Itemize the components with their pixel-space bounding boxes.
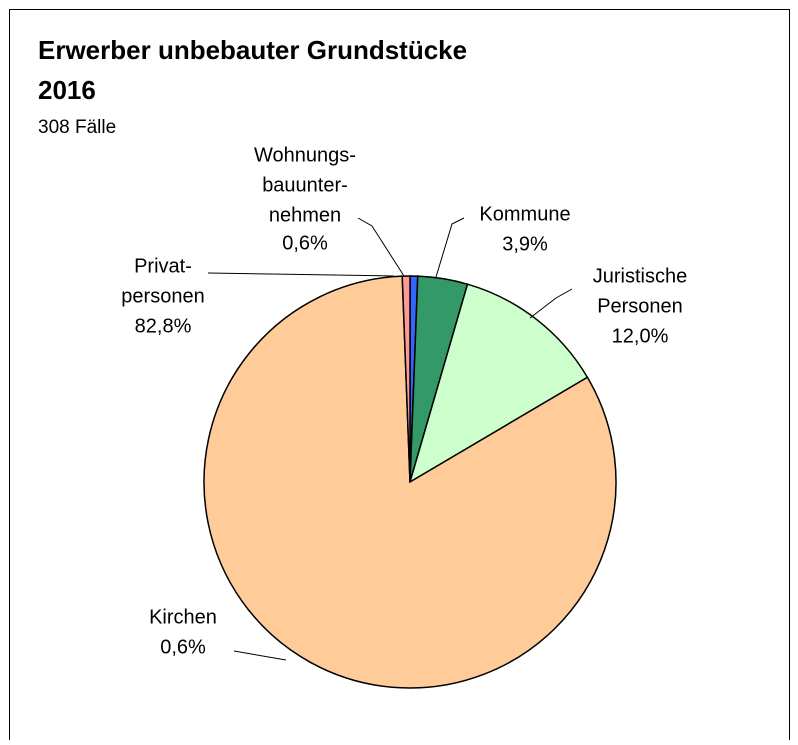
- slice-label: nehmen: [269, 204, 341, 226]
- pie-slice: [401, 275, 411, 483]
- slice-value-label: 12,0%: [612, 325, 669, 347]
- leader-line: [529, 288, 573, 319]
- slice-label: Kommune: [479, 203, 570, 225]
- chart-title: 2016: [38, 75, 96, 105]
- chart-title: Erwerber unbebauter Grundstücke: [38, 35, 467, 65]
- slice-label: Wohnungs-: [254, 144, 356, 166]
- slice-label: Personen: [597, 295, 683, 317]
- leader-line: [233, 650, 287, 661]
- pie-slice: [408, 283, 589, 484]
- slice-label: Juristische: [593, 265, 687, 287]
- slice-value-label: 0,6%: [282, 232, 328, 254]
- chart-subtitle: 308 Fälle: [38, 117, 116, 138]
- pie-slice: [203, 275, 617, 689]
- slice-label: Kirchen: [149, 606, 217, 628]
- slice-value-label: 82,8%: [135, 315, 192, 337]
- slice-value-label: 0,6%: [160, 636, 206, 658]
- leader-line: [357, 217, 405, 277]
- leader-line: [207, 272, 395, 277]
- slice-label: Privat-: [134, 255, 192, 277]
- leader-line: [435, 217, 465, 278]
- slice-value-label: 3,9%: [502, 233, 548, 255]
- slice-label: personen: [121, 285, 204, 307]
- slice-label: bauunter-: [262, 174, 348, 196]
